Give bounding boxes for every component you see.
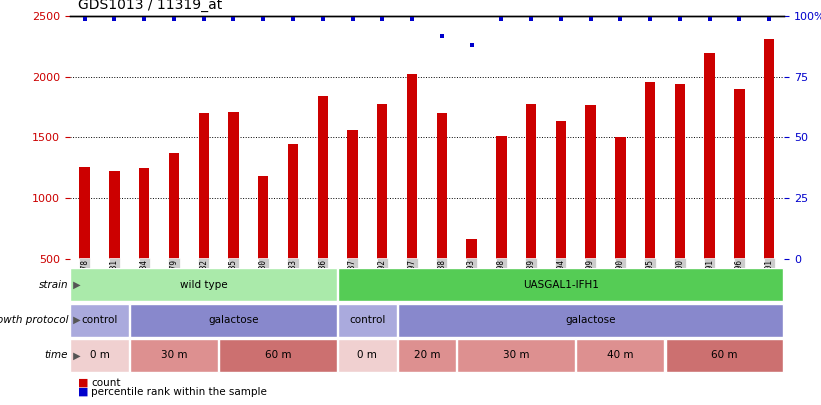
Text: ▶: ▶ [70, 315, 80, 325]
Bar [130, 339, 218, 372]
Bar [397, 304, 783, 337]
Bar [169, 153, 179, 259]
Bar [219, 339, 337, 372]
Text: GSM34683: GSM34683 [288, 259, 297, 296]
Text: GSM34694: GSM34694 [557, 259, 566, 296]
Text: galactose: galactose [209, 315, 259, 325]
Bar [139, 168, 149, 259]
Bar [666, 339, 783, 372]
Text: GSM34696: GSM34696 [735, 259, 744, 296]
Text: ■: ■ [78, 387, 89, 397]
Bar [258, 176, 268, 259]
Text: growth protocol: growth protocol [0, 315, 68, 325]
Bar [675, 84, 685, 259]
Text: GSM34689: GSM34689 [526, 259, 535, 296]
Text: GSM34685: GSM34685 [229, 259, 238, 296]
Text: ▶: ▶ [70, 280, 80, 290]
Text: UASGAL1-IFH1: UASGAL1-IFH1 [523, 280, 599, 290]
Text: GSM34679: GSM34679 [169, 259, 178, 296]
Text: GSM34698: GSM34698 [497, 259, 506, 296]
Bar [734, 89, 745, 259]
Text: strain: strain [39, 280, 68, 290]
Bar [457, 339, 576, 372]
Bar [437, 113, 447, 259]
Bar [338, 339, 397, 372]
Text: wild type: wild type [180, 280, 227, 290]
Bar [199, 113, 209, 259]
Text: 0 m: 0 m [89, 350, 109, 360]
Bar [556, 121, 566, 259]
Bar [109, 171, 120, 259]
Text: GSM34692: GSM34692 [378, 259, 387, 296]
Text: GSM34697: GSM34697 [407, 259, 416, 296]
Bar [71, 304, 129, 337]
Bar [318, 96, 328, 259]
Text: GSM34686: GSM34686 [319, 259, 328, 296]
Text: galactose: galactose [566, 315, 616, 325]
Text: GSM34699: GSM34699 [586, 259, 595, 296]
Text: GDS1013 / 11319_at: GDS1013 / 11319_at [78, 0, 222, 12]
Bar [585, 105, 596, 259]
Bar [615, 138, 626, 259]
Text: 40 m: 40 m [607, 350, 634, 360]
Text: control: control [81, 315, 117, 325]
Text: GSM34693: GSM34693 [467, 259, 476, 296]
Bar [338, 269, 783, 301]
Text: GSM34700: GSM34700 [676, 259, 685, 296]
Text: time: time [44, 350, 68, 360]
Bar [466, 239, 477, 259]
Text: GSM34682: GSM34682 [200, 259, 209, 296]
Text: GSM34701: GSM34701 [764, 259, 773, 296]
Text: 20 m: 20 m [414, 350, 440, 360]
Text: 30 m: 30 m [503, 350, 530, 360]
Text: ■: ■ [78, 378, 89, 388]
Bar [338, 304, 397, 337]
Text: GSM34695: GSM34695 [645, 259, 654, 296]
Bar [377, 104, 388, 259]
Bar [71, 339, 129, 372]
Bar [496, 136, 507, 259]
Bar [645, 82, 655, 259]
Bar [764, 39, 774, 259]
Text: 60 m: 60 m [265, 350, 291, 360]
Bar [288, 143, 298, 259]
Bar [704, 53, 715, 259]
Text: GSM34687: GSM34687 [348, 259, 357, 296]
Bar [526, 104, 536, 259]
Bar [347, 130, 358, 259]
Bar [397, 339, 456, 372]
Bar [576, 339, 664, 372]
Text: count: count [91, 378, 121, 388]
Text: GSM34681: GSM34681 [110, 259, 119, 296]
Text: GSM34690: GSM34690 [616, 259, 625, 296]
Bar [407, 75, 417, 259]
Text: GSM34688: GSM34688 [438, 259, 447, 296]
Text: 0 m: 0 m [357, 350, 378, 360]
Bar [80, 166, 89, 259]
Text: GSM34691: GSM34691 [705, 259, 714, 296]
Bar [71, 269, 337, 301]
Bar [130, 304, 337, 337]
Text: 30 m: 30 m [161, 350, 187, 360]
Text: GSM34678: GSM34678 [80, 259, 89, 296]
Bar [228, 112, 239, 259]
Text: GSM34684: GSM34684 [140, 259, 149, 296]
Text: percentile rank within the sample: percentile rank within the sample [91, 387, 267, 397]
Text: control: control [349, 315, 386, 325]
Text: 60 m: 60 m [711, 350, 738, 360]
Text: GSM34680: GSM34680 [259, 259, 268, 296]
Text: ▶: ▶ [70, 350, 80, 360]
